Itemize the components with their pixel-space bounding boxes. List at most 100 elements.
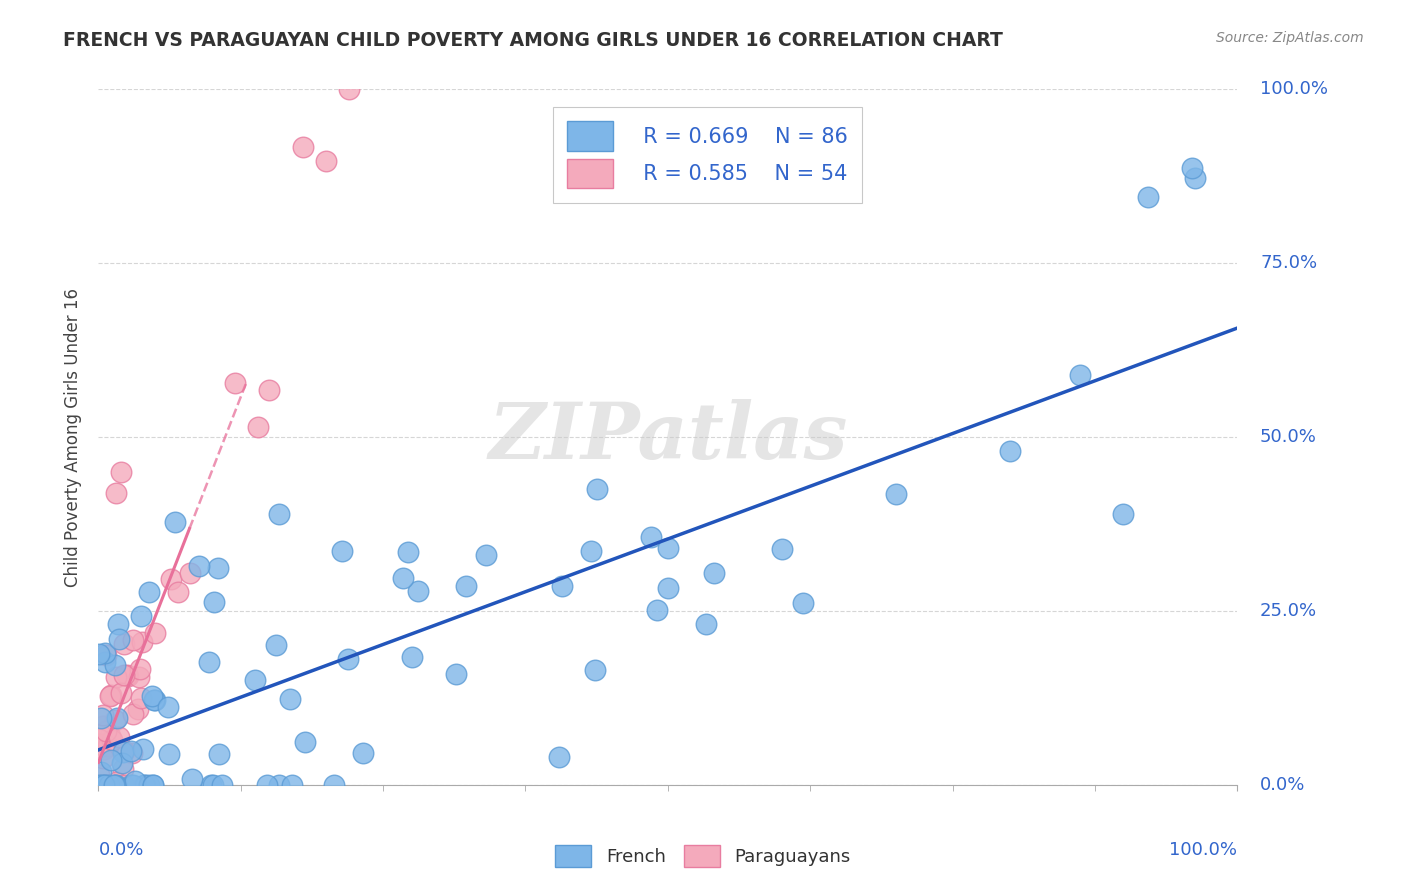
Text: 0.0%: 0.0% <box>1260 776 1305 794</box>
Point <box>93 741 115 756</box>
Point <box>127 701 149 715</box>
Point <box>163 515 186 529</box>
Point <box>131 741 153 756</box>
Point <box>1137 190 1160 204</box>
Point <box>115 667 138 681</box>
Point <box>579 544 602 558</box>
Legend: French, Paraguayans: French, Paraguayans <box>548 838 858 874</box>
Point <box>138 584 160 599</box>
Point <box>884 487 907 501</box>
Point <box>259 383 281 397</box>
Point <box>105 670 128 684</box>
Point <box>585 663 607 677</box>
Point <box>208 747 231 761</box>
Point <box>167 584 190 599</box>
Point <box>107 616 129 631</box>
Point <box>90 764 112 779</box>
Point <box>202 594 225 608</box>
Point <box>105 775 128 789</box>
Point <box>120 744 142 758</box>
Point <box>111 756 134 770</box>
Point <box>112 762 135 776</box>
Point <box>108 632 131 646</box>
Point <box>87 648 110 662</box>
Point <box>94 778 117 792</box>
Point <box>657 582 679 596</box>
Point <box>181 772 204 786</box>
Point <box>90 778 112 792</box>
Point <box>124 773 146 788</box>
Point <box>98 689 121 703</box>
Point <box>1184 171 1206 186</box>
Point <box>108 731 131 745</box>
Point <box>121 778 143 792</box>
Point <box>1069 368 1091 383</box>
Point <box>142 778 165 792</box>
Point <box>157 747 180 761</box>
Point <box>128 670 150 684</box>
Point <box>91 751 114 765</box>
Point <box>94 778 117 792</box>
Point <box>98 729 121 743</box>
Point <box>112 637 135 651</box>
Point <box>97 739 120 753</box>
Point <box>187 558 209 573</box>
Point <box>396 545 419 559</box>
Point <box>87 768 110 782</box>
Point <box>336 652 359 666</box>
Point <box>792 596 814 610</box>
Point <box>640 530 662 544</box>
Point <box>246 419 269 434</box>
Point <box>266 638 288 652</box>
Text: 75.0%: 75.0% <box>1260 254 1317 272</box>
Point <box>112 778 135 792</box>
Point <box>142 778 165 792</box>
Point <box>585 482 607 496</box>
Point <box>117 669 139 683</box>
Point <box>337 82 360 96</box>
Point <box>89 778 111 792</box>
Point <box>243 673 266 687</box>
Point <box>256 778 278 792</box>
Point <box>96 778 118 792</box>
Point <box>145 626 167 640</box>
Point <box>93 708 115 723</box>
Point <box>456 578 478 592</box>
Point <box>224 376 246 390</box>
Point <box>100 688 122 702</box>
Point <box>207 561 229 575</box>
Point <box>315 154 337 169</box>
Point <box>104 778 127 792</box>
Point <box>93 778 115 792</box>
Point <box>110 686 132 700</box>
Point <box>770 542 793 557</box>
Point <box>94 655 117 669</box>
Point <box>104 778 127 792</box>
Point <box>141 690 163 704</box>
Legend:   R = 0.669    N = 86,   R = 0.585    N = 54: R = 0.669 N = 86, R = 0.585 N = 54 <box>553 106 862 203</box>
Text: FRENCH VS PARAGUAYAN CHILD POVERTY AMONG GIRLS UNDER 16 CORRELATION CHART: FRENCH VS PARAGUAYAN CHILD POVERTY AMONG… <box>63 31 1002 50</box>
Point <box>94 723 117 738</box>
Point <box>145 693 167 707</box>
Point <box>91 719 114 733</box>
Point <box>104 485 127 500</box>
Point <box>90 711 112 725</box>
Point <box>134 778 156 792</box>
Point <box>87 778 110 792</box>
Point <box>128 662 150 676</box>
Point <box>104 657 127 672</box>
Point <box>100 753 122 767</box>
Point <box>89 778 111 792</box>
Point <box>269 778 291 792</box>
Point <box>131 609 153 624</box>
Point <box>131 634 153 648</box>
Point <box>122 706 145 721</box>
Point <box>138 778 160 792</box>
Text: Source: ZipAtlas.com: Source: ZipAtlas.com <box>1216 31 1364 45</box>
Point <box>197 656 219 670</box>
Point <box>104 713 127 727</box>
Point <box>1112 507 1135 521</box>
Point <box>474 548 496 562</box>
Point <box>110 465 132 479</box>
Point <box>179 566 201 580</box>
